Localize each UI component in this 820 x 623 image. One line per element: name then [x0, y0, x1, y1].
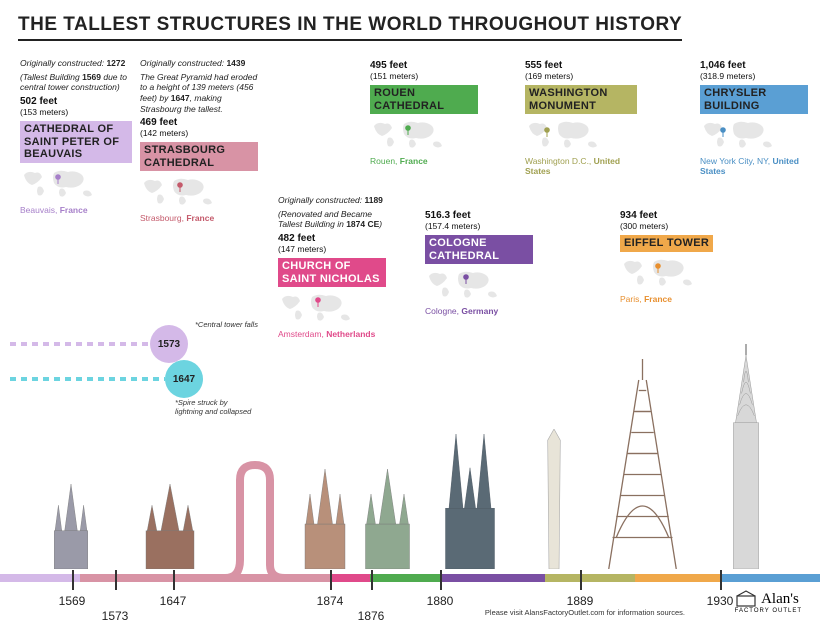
structure-card-chrysler: 1,046 feet (318.9 meters) CHRYSLER BUILD… — [700, 60, 808, 176]
brand-logo: Alan's FACTORY OUTLET — [735, 590, 802, 614]
structure-card-nicholas: Originally constructed: 1189 (Renovated a… — [278, 195, 386, 339]
height-meters: (151 meters) — [370, 71, 478, 81]
world-map-icon — [425, 266, 505, 304]
height-feet: 469 feet — [140, 117, 258, 128]
timeline-band — [330, 574, 370, 582]
timeline-tick-label: 1930 — [707, 594, 734, 608]
building-washington — [545, 429, 563, 574]
height-meters: (142 meters) — [140, 128, 258, 138]
world-map-icon — [525, 116, 605, 154]
structure-name: ROUEN CATHEDRAL — [370, 85, 478, 114]
world-map-icon — [140, 173, 220, 211]
timeline-tick-label: 1647 — [160, 594, 187, 608]
height-feet: 482 feet — [278, 233, 386, 244]
structure-name: CATHEDRAL OF SAINT PETER OF BEAUVAIS — [20, 121, 132, 163]
structure-card-rouen: 495 feet (151 meters) ROUEN CATHEDRAL Ro… — [370, 60, 478, 166]
structure-location: Beauvais, France — [20, 205, 132, 215]
timeline-tick-label: 1569 — [59, 594, 86, 608]
height-meters: (153 meters) — [20, 107, 132, 117]
timeline-tick-label: 1874 — [317, 594, 344, 608]
world-map-icon — [278, 289, 358, 327]
world-map-icon — [700, 116, 780, 154]
height-feet: 1,046 feet — [700, 60, 808, 71]
timeline-band — [370, 574, 440, 582]
timeline-band — [635, 574, 720, 582]
footer-text: Please visit AlansFactoryOutlet.com for … — [485, 608, 685, 617]
event-dot-1573: 1573 — [150, 325, 188, 363]
structure-location: Rouen, France — [370, 156, 478, 166]
timeline-tick-label: 1573 — [102, 609, 129, 623]
world-map-icon — [620, 254, 700, 292]
structure-location: Cologne, Germany — [425, 306, 533, 316]
structure-card-beauvais: Originally constructed: 1272 (Tallest Bui… — [20, 58, 132, 215]
building-chrysler — [725, 344, 767, 574]
height-feet: 495 feet — [370, 60, 478, 71]
structure-card-cologne: 516.3 feet (157.4 meters) COLOGNE CATHED… — [425, 210, 533, 316]
structure-card-eiffel: 934 feet (300 meters) EIFFEL TOWER Paris… — [620, 210, 728, 304]
structure-location: Strasbourg, France — [140, 213, 258, 223]
height-meters: (318.9 meters) — [700, 71, 808, 81]
height-meters: (300 meters) — [620, 221, 728, 231]
structure-name: COLOGNE CATHEDRAL — [425, 235, 533, 264]
timeline-tick-label: 1876 — [358, 609, 385, 623]
building-cologne — [435, 434, 505, 574]
timeline-tick-label: 1880 — [427, 594, 454, 608]
height-feet: 934 feet — [620, 210, 728, 221]
timeline-band — [720, 574, 820, 582]
structure-fact: Originally constructed: 1272 — [20, 58, 132, 69]
structure-fact: Originally constructed: 1189 — [278, 195, 386, 206]
structure-card-washington: 555 feet (169 meters) WASHINGTON MONUMEN… — [525, 60, 637, 176]
timeline-band — [440, 574, 545, 582]
structure-name: EIFFEL TOWER — [620, 235, 713, 252]
logo-name: Alan's — [761, 591, 799, 607]
timeline-tick — [720, 570, 722, 590]
timeline-band — [0, 574, 80, 582]
structure-card-strasbourg: Originally constructed: 1439 The Great Py… — [140, 58, 258, 223]
building-nicholas — [300, 469, 350, 574]
building-eiffel — [605, 359, 680, 574]
structure-fact: Originally constructed: 1439 — [140, 58, 258, 69]
structure-location: Washington D.C., United States — [525, 156, 637, 176]
logo-sub: FACTORY OUTLET — [735, 608, 802, 614]
structure-location: Amsterdam, Netherlands — [278, 329, 386, 339]
height-meters: (147 meters) — [278, 244, 386, 254]
structure-fact: (Tallest Building 1569 due to central to… — [20, 72, 132, 93]
page-title: THE TALLEST STRUCTURES IN THE WORLD THRO… — [18, 14, 682, 41]
structure-name: STRASBOURG CATHEDRAL — [140, 142, 258, 171]
building-strasbourg — [140, 484, 200, 574]
structure-name: CHURCH OF SAINT NICHOLAS — [278, 258, 386, 287]
timeline-tick-label: 1889 — [567, 594, 594, 608]
timeline-band — [545, 574, 635, 582]
structure-fact: (Renovated and Became Tallest Building i… — [278, 209, 386, 230]
height-meters: (169 meters) — [525, 71, 637, 81]
height-meters: (157.4 meters) — [425, 221, 533, 231]
structure-fact: The Great Pyramid had eroded to a height… — [140, 72, 258, 115]
building-beauvais — [50, 484, 92, 574]
structure-name: CHRYSLER BUILDING — [700, 85, 808, 114]
world-map-icon — [370, 116, 450, 154]
timeline-tick — [115, 570, 117, 590]
building-rouen — [360, 469, 415, 574]
height-feet: 555 feet — [525, 60, 637, 71]
height-feet: 516.3 feet — [425, 210, 533, 221]
event-note: *Central tower falls — [195, 320, 275, 329]
timeline-tick — [580, 570, 582, 590]
event-note: *Spire struck by lightning and collapsed — [175, 398, 255, 416]
height-feet: 502 feet — [20, 96, 132, 107]
world-map-icon — [20, 165, 100, 203]
event-dot-1647: 1647 — [165, 360, 203, 398]
structure-location: New York City, NY, United States — [700, 156, 808, 176]
structure-name: WASHINGTON MONUMENT — [525, 85, 637, 114]
timeline-band — [80, 574, 330, 582]
structure-location: Paris, France — [620, 294, 728, 304]
